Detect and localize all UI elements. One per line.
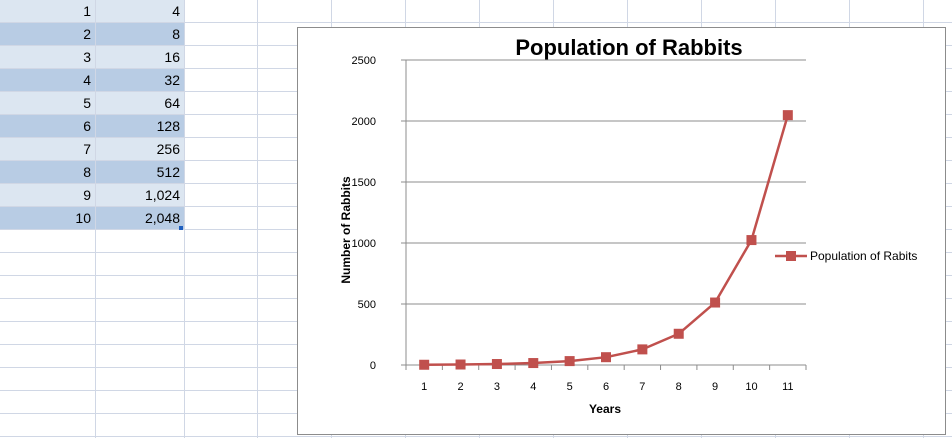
rabbits-cell[interactable]: 128: [96, 115, 184, 137]
data-point-marker: [564, 356, 575, 367]
x-axis-label: Years: [589, 402, 621, 416]
data-point-marker: [782, 110, 793, 121]
rabbits-cell[interactable]: 8: [96, 23, 184, 45]
year-cell[interactable]: 2: [0, 23, 95, 45]
x-tick-label: 10: [745, 381, 757, 393]
legend-marker-swatch: [786, 251, 796, 261]
year-cell[interactable]: 3: [0, 46, 95, 68]
rabbits-cell[interactable]: 1,024: [96, 184, 184, 206]
data-point-marker: [491, 359, 502, 370]
x-tick-label: 9: [712, 381, 718, 393]
year-cell[interactable]: 5: [0, 92, 95, 114]
fill-handle[interactable]: [179, 226, 183, 230]
data-point-marker: [673, 328, 684, 339]
rabbits-cell[interactable]: 16: [96, 46, 184, 68]
rabbits-cell[interactable]: 256: [96, 138, 184, 160]
data-point-marker: [637, 344, 648, 355]
x-tick-label: 8: [676, 381, 682, 393]
year-cell[interactable]: 9: [0, 184, 95, 206]
y-tick-label: 2500: [352, 55, 376, 67]
chart-area[interactable]: Population of Rabbits Number of Rabbits …: [297, 27, 946, 435]
x-tick-label: 3: [494, 381, 500, 393]
x-tick-label: 11: [782, 381, 793, 393]
x-tick-label: 4: [530, 381, 536, 393]
line-chart: Population of Rabbits Number of Rabbits …: [339, 35, 917, 416]
year-cell[interactable]: 4: [0, 69, 95, 91]
series-line: [424, 114, 790, 367]
y-tick-label: 500: [358, 299, 376, 311]
rabbits-cell[interactable]: 64: [96, 92, 184, 114]
legend-label: Population of Rabits: [810, 249, 917, 263]
data-point-marker: [746, 235, 757, 246]
y-tick-label: 0: [370, 360, 376, 372]
year-cell[interactable]: 7: [0, 138, 95, 160]
chart-legend: Population of Rabits: [775, 249, 917, 263]
data-point-marker: [528, 358, 539, 369]
y-tick-label: 1000: [352, 238, 376, 250]
year-cell[interactable]: 10: [0, 207, 95, 229]
year-cell[interactable]: 1: [0, 0, 95, 22]
plot-area: 0 500 1000 1500 2000 2500 1 2 3 4 5 6 7 8 9 10 11: [352, 55, 807, 393]
year-cell[interactable]: 8: [0, 161, 95, 183]
data-point-marker: [601, 352, 611, 363]
data-point-marker: [455, 359, 466, 370]
rabbits-cell[interactable]: 2,048: [96, 207, 184, 229]
x-tick-label: 7: [639, 381, 645, 393]
data-point-marker: [710, 297, 721, 308]
rabbits-cell[interactable]: 32: [96, 69, 184, 91]
year-cell[interactable]: 6: [0, 115, 95, 137]
chart-title: Population of Rabbits: [515, 35, 742, 60]
y-tick-label: 2000: [352, 116, 376, 128]
x-tick-label: 5: [567, 381, 573, 393]
x-tick-label: 6: [603, 381, 609, 393]
y-tick-label: 1500: [352, 177, 376, 189]
data-point-marker: [419, 359, 430, 370]
rabbits-cell[interactable]: 512: [96, 161, 184, 183]
rabbits-cell[interactable]: 4: [96, 0, 184, 22]
x-tick-label: 2: [457, 381, 463, 393]
y-axis-label: Number of Rabbits: [339, 176, 353, 284]
x-tick-label: 1: [421, 381, 427, 393]
